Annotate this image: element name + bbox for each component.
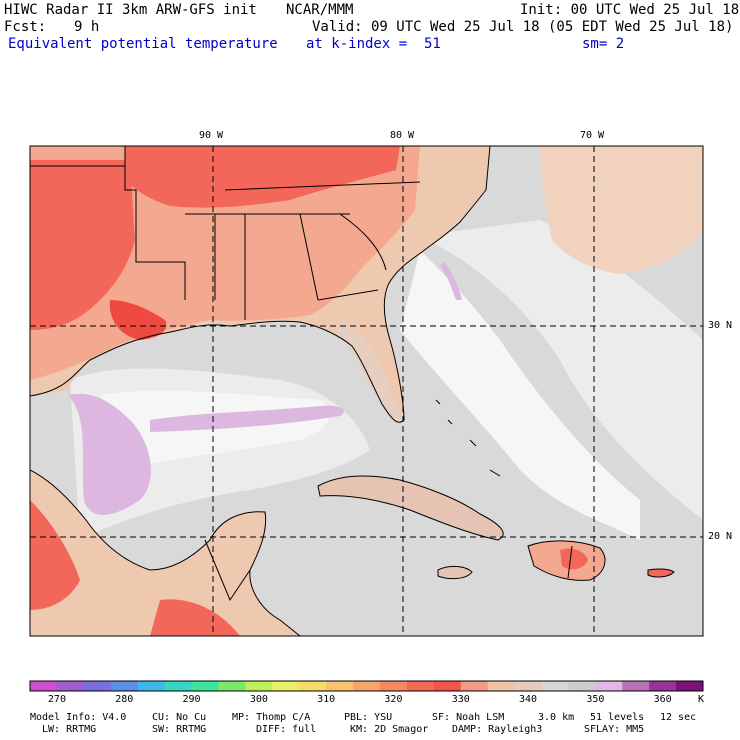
central-america-red (150, 599, 240, 636)
cuba (318, 476, 504, 540)
colorbar-swatch (83, 681, 112, 691)
lat-label-20n: 20 N (708, 531, 733, 542)
colorbar-frame (29, 680, 704, 692)
colorbar-swatch (649, 681, 677, 691)
colorbar-swatch (30, 681, 58, 691)
boundary-lines (30, 146, 675, 636)
model-title: HIWC Radar II 3km ARW-GFS init (4, 2, 257, 18)
model-info-lw: LW: RRTMG (42, 724, 97, 735)
colorbar-swatch (622, 681, 650, 691)
colorbar-tick-label: 310 (317, 694, 336, 705)
organization: NCAR/MMM (286, 2, 354, 18)
lon-label-90w: 90 W (199, 130, 224, 141)
colorbar-swatch (164, 681, 193, 691)
us-red-louisiana (109, 300, 167, 340)
field-name: Equivalent potential temperature (8, 36, 278, 52)
level-index: at k-index = 51 (306, 36, 441, 52)
colorbar-swatch (218, 681, 246, 691)
colorbar-swatch (487, 681, 516, 691)
us-red-north (125, 146, 400, 208)
model-info-resolution: 3.0 km (538, 712, 575, 723)
colorbar-tick-label: 330 (451, 694, 470, 705)
model-info-pbl: PBL: YSU (344, 712, 393, 723)
colorbar-swatch (272, 681, 300, 691)
model-info-levels: 51 levels (590, 712, 645, 723)
hispaniola-red (560, 548, 588, 570)
colorbar-tick-label: 290 (182, 694, 201, 705)
colorbar-tick-label: 280 (115, 694, 134, 705)
model-info-mp: MP: Thomp C/A (232, 712, 311, 723)
colorbar-swatch (433, 681, 462, 691)
model-info-sflay: SFLAY: MM5 (584, 724, 645, 735)
forecast-hour: 9 h (74, 19, 100, 35)
colorbar (29, 680, 704, 692)
map-frame (29, 145, 704, 637)
colorbar-tick-label: 320 (384, 694, 403, 705)
puerto-rico (648, 568, 674, 577)
colorbar-swatch (406, 681, 435, 691)
model-info-version: Model Info: V4.0 (30, 712, 127, 723)
model-info-damp: DAMP: Rayleigh3 (452, 724, 543, 735)
model-info-cu: CU: No Cu (152, 712, 207, 723)
colorbar-swatch (379, 681, 408, 691)
mexico-red-region (30, 500, 80, 610)
colorbar-tick-label: 270 (47, 694, 66, 705)
colorbar-swatch (191, 681, 219, 691)
model-info-diff: DIFF: full (256, 724, 317, 735)
lon-label-70w: 70 W (580, 130, 605, 141)
colorbar-tick-label: 340 (519, 694, 538, 705)
lon-label-80w: 80 W (390, 130, 415, 141)
forecast-label: Fcst: (4, 19, 47, 35)
colorbar-swatch (541, 681, 569, 691)
colorbar-swatch (137, 681, 166, 691)
colorbar-swatch (595, 681, 623, 691)
gulf-lavender-band (150, 405, 344, 432)
jamaica (438, 566, 472, 579)
colorbar-swatch (353, 681, 381, 691)
colorbar-tick-label: 360 (653, 694, 672, 705)
us-red-west (30, 160, 135, 330)
ocean-light-region (420, 220, 703, 520)
smoothing: sm= 2 (582, 36, 625, 52)
colorbar-swatch (299, 681, 327, 691)
florida (338, 318, 400, 424)
colorbar-unit: K (698, 694, 705, 705)
model-info-sf: SF: Noah LSM (432, 712, 505, 723)
colorbar-swatch (56, 681, 85, 691)
model-info-sw: SW: RRTMG (152, 724, 207, 735)
model-info-timestep: 12 sec (660, 712, 697, 723)
northeast-land (540, 146, 703, 274)
colorbar-swatch (245, 681, 273, 691)
colorbar-swatch (568, 681, 596, 691)
ocean-white-region (400, 250, 640, 540)
colorbar-swatch (676, 681, 704, 691)
model-info-km: KM: 2D Smagor (350, 724, 429, 735)
valid-time: Valid: 09 UTC Wed 25 Jul 18 (05 EDT Wed … (312, 19, 734, 35)
colorbar-tick-label: 300 (249, 694, 268, 705)
colorbar-swatch (460, 681, 489, 691)
mexico-land (30, 470, 300, 636)
colorbar-tick-label: 350 (586, 694, 605, 705)
init-time: Init: 00 UTC Wed 25 Jul 18 (520, 2, 740, 18)
colorbar-swatch (514, 681, 542, 691)
colorbar-swatch (110, 681, 139, 691)
lat-lon-grid (30, 146, 703, 636)
atlantic-lavender-streak (440, 262, 462, 300)
lat-label-30n: 30 N (708, 320, 733, 331)
gulf-lavender-region (68, 393, 151, 515)
colorbar-swatch (326, 681, 354, 691)
